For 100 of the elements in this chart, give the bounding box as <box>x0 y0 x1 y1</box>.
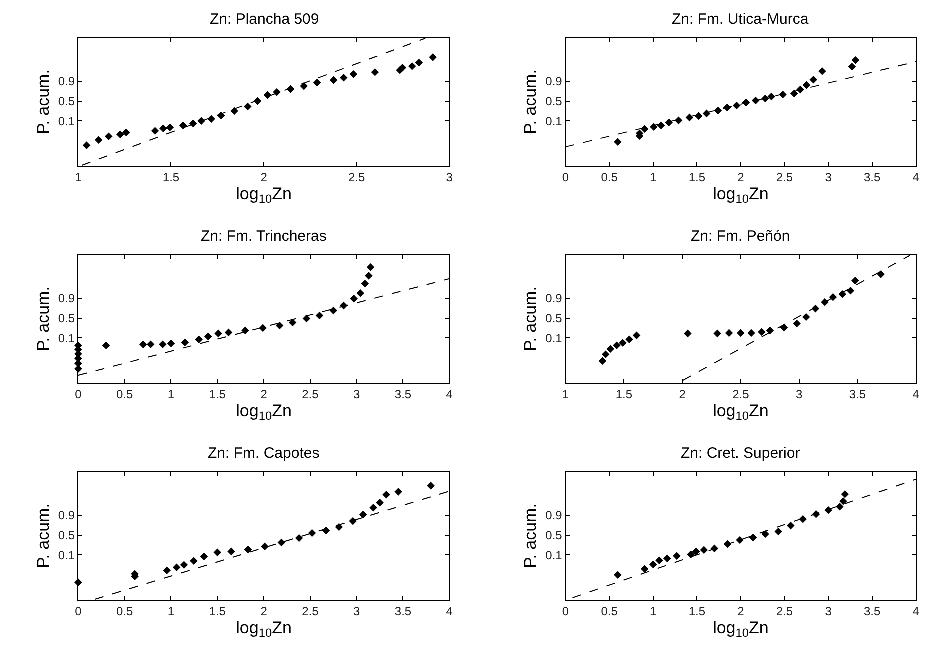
x-tick-label: 2.5 <box>348 170 366 184</box>
x-tick-label: 3.5 <box>849 387 866 402</box>
x-tick-label: 1 <box>562 387 570 402</box>
point <box>340 74 348 82</box>
x-axis-title: log$_{10}$Zn <box>236 618 292 640</box>
point <box>640 565 649 574</box>
x-tick-label: 3.5 <box>864 170 882 184</box>
point <box>626 336 634 344</box>
point <box>350 70 358 78</box>
point <box>848 62 856 71</box>
point <box>163 566 171 575</box>
point <box>198 117 206 126</box>
point <box>429 54 438 62</box>
point <box>122 128 130 137</box>
point <box>408 62 416 70</box>
x-tick-label: 4 <box>912 387 920 402</box>
point <box>195 336 203 344</box>
point <box>758 328 766 336</box>
point <box>180 561 188 570</box>
point <box>382 491 390 499</box>
x-tick-label: 2.5 <box>776 170 794 184</box>
x-axis-title: log$_{10}$Zn <box>236 184 292 206</box>
point <box>167 340 176 348</box>
point <box>824 506 832 514</box>
point <box>146 340 155 349</box>
point <box>632 332 641 340</box>
point <box>244 102 252 111</box>
point <box>846 286 855 295</box>
chart-title: Zn: Fm. Trincheras <box>201 228 327 245</box>
point <box>821 298 829 306</box>
x-tick-label: 3.5 <box>864 604 882 618</box>
point <box>214 548 222 557</box>
x-tick-label: 2 <box>260 604 268 618</box>
y-axis-title: P. acum. <box>34 286 53 352</box>
y-tick-label: 0.1 <box>58 548 76 562</box>
point <box>841 490 850 498</box>
point <box>802 313 810 322</box>
point <box>829 293 838 302</box>
x-tick-label: 3 <box>796 387 804 402</box>
x-axis-title: log$_{10}$Zn <box>713 184 769 206</box>
x-tick-label: 3 <box>446 170 454 184</box>
point <box>687 550 695 559</box>
point <box>602 350 610 359</box>
point <box>208 115 216 124</box>
x-tick-label: 0.5 <box>116 604 134 618</box>
x-tick-label: 2 <box>260 387 268 402</box>
point <box>316 312 324 320</box>
point <box>786 522 795 530</box>
point <box>762 530 770 538</box>
point <box>278 538 286 547</box>
point <box>370 504 378 512</box>
point <box>261 542 269 551</box>
x-tick-label: 2 <box>260 170 268 184</box>
x-tick-label: 1.5 <box>162 170 180 184</box>
point <box>361 280 370 288</box>
x-tick-label: 3.5 <box>394 604 412 618</box>
point <box>356 289 364 298</box>
point <box>852 56 860 64</box>
y-tick-label: 0.1 <box>58 331 76 346</box>
y-tick-label: 0.9 <box>546 508 563 523</box>
point <box>224 328 233 337</box>
x-tick-label: 4 <box>912 604 920 618</box>
x-tick-label: 0.5 <box>601 604 618 618</box>
y-tick-label: 0.1 <box>546 331 563 346</box>
point <box>350 294 358 303</box>
x-tick-label: 4 <box>912 170 920 184</box>
point <box>700 546 708 554</box>
point <box>242 326 250 335</box>
point <box>94 136 103 144</box>
x-tick-label: 0.5 <box>601 170 618 184</box>
point <box>774 528 783 536</box>
x-tick-label: 3 <box>825 170 832 184</box>
point <box>415 59 424 67</box>
x-tick-label: 0 <box>562 170 570 184</box>
point <box>160 124 168 133</box>
point <box>166 124 174 132</box>
point <box>151 127 160 136</box>
point <box>614 571 622 579</box>
x-tick-label: 4 <box>446 387 454 402</box>
x-tick-label: 1.5 <box>209 387 226 402</box>
point <box>692 548 700 556</box>
x-tick-label: 1.5 <box>616 387 633 402</box>
x-tick-label: 3 <box>825 604 832 618</box>
x-tick-label: 2 <box>738 170 745 184</box>
y-tick-label: 0.9 <box>58 508 76 523</box>
point <box>230 107 238 116</box>
x-tick-label: 4 <box>446 604 454 618</box>
point <box>371 68 380 76</box>
x-tick-label: 1 <box>168 604 175 618</box>
chart-title: Zn: Cret. Superior <box>681 445 800 462</box>
point <box>102 342 110 350</box>
y-axis-title: P. acum. <box>521 70 540 134</box>
point <box>204 332 212 341</box>
point <box>104 132 113 141</box>
point <box>313 78 322 87</box>
y-axis-title: P. acum. <box>34 70 53 134</box>
x-tick-label: 2.5 <box>732 387 750 402</box>
point <box>793 320 801 328</box>
x-tick-label: 1.5 <box>209 604 226 618</box>
point <box>228 548 236 556</box>
